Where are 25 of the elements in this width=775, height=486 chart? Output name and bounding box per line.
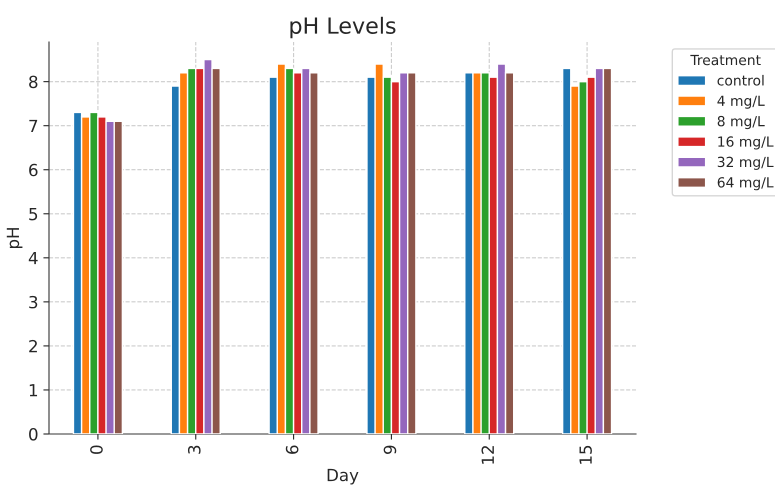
chart-title: pH Levels (290, 16, 396, 38)
x-tick-label: 9 (384, 446, 396, 454)
y-tick-label: 5 (29, 208, 38, 220)
y-tick-label: 6 (29, 164, 38, 176)
y-tick-label: 8 (29, 76, 38, 88)
y-tick-label: 3 (29, 296, 38, 308)
legend-label: 4 mg/L (717, 96, 765, 109)
x-tick-label: 6 (286, 445, 298, 454)
x-tick-label: 15 (580, 446, 592, 464)
y-tick-label: 1 (30, 384, 38, 396)
legend-label: 8 mg/L (718, 116, 765, 130)
x-tick-label: 0 (90, 446, 103, 454)
y-tick-label: 0 (29, 428, 38, 441)
x-axis-title: Day (328, 468, 358, 485)
y-tick-label: 7 (29, 120, 38, 132)
legend-title: Treatment (690, 54, 761, 66)
legend-label: control (718, 74, 764, 86)
legend-label: 16 mg/L (718, 136, 774, 150)
y-tick-label: 4 (28, 252, 38, 264)
legend-label: 64 mg/L (718, 177, 774, 190)
x-tick-label: 3 (188, 446, 201, 454)
x-tick-label: 12 (481, 446, 494, 464)
y-tick-label: 2 (29, 340, 37, 352)
legend-label: 32 mg/L (718, 156, 774, 170)
y-axis-title: pH (6, 228, 22, 248)
